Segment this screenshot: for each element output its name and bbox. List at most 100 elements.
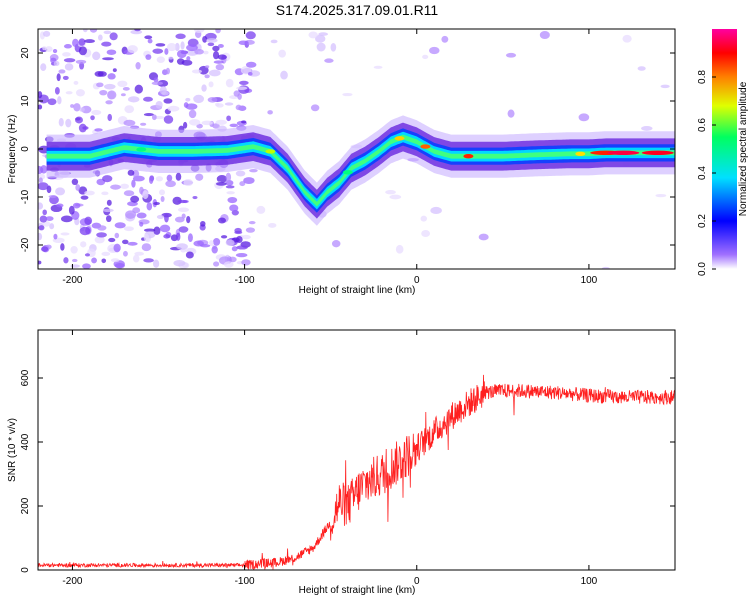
noise-speck [91, 257, 97, 264]
colorbar-tick-label-4: 0.8 [697, 70, 708, 84]
noise-speck [151, 114, 157, 121]
noise-speck [655, 193, 667, 198]
noise-speck [507, 109, 515, 118]
noise-speck [247, 72, 253, 76]
noise-speck [142, 190, 149, 200]
noise-speck [146, 202, 153, 211]
ridge-hotspot-2 [342, 170, 353, 175]
snr-ytick-label-2: 400 [20, 433, 31, 450]
noise-speck [79, 226, 91, 236]
noise-speck [38, 177, 43, 184]
noise-speck [106, 199, 112, 206]
noise-speck [181, 213, 186, 219]
noise-speck [238, 40, 249, 45]
noise-speck [225, 239, 235, 246]
noise-speck [193, 29, 205, 34]
noise-speck [143, 228, 156, 232]
noise-speck [139, 186, 144, 195]
ridge-layer-4 [46, 134, 675, 207]
noise-speck [56, 73, 61, 82]
noise-speck [172, 196, 182, 205]
ridge-hotspot-4 [420, 144, 431, 149]
noise-speck [165, 67, 170, 75]
noise-speck [58, 69, 66, 74]
noise-speck [53, 60, 60, 67]
noise-speck [114, 232, 120, 239]
noise-speck [226, 191, 235, 195]
noise-speck [278, 49, 286, 58]
noise-speck [98, 34, 103, 41]
noise-speck [245, 227, 256, 233]
spectrogram-y-ticks: -20 -10 0 10 20 [20, 47, 675, 252]
noise-speck [161, 91, 169, 96]
colorbar-ticks: 0.0 0.2 0.4 0.6 0.8 [697, 70, 716, 276]
noise-speck [48, 194, 57, 199]
noise-speck [58, 118, 64, 127]
noise-speck [64, 63, 74, 71]
noise-speck [318, 32, 329, 36]
noise-speck [165, 180, 176, 188]
noise-speck [39, 215, 48, 223]
noise-speck [235, 235, 243, 243]
spectrogram-ytick-label-0: -20 [20, 237, 31, 252]
noise-speck [421, 229, 431, 238]
noise-speck [215, 63, 225, 71]
noise-speck [92, 51, 101, 61]
noise-speck [167, 105, 180, 112]
noise-speck [239, 80, 249, 85]
noise-speck [202, 35, 208, 43]
noise-speck [225, 180, 234, 186]
noise-speck [156, 214, 165, 220]
noise-speck [211, 245, 218, 254]
noise-speck [40, 63, 47, 71]
noise-speck [113, 243, 121, 253]
noise-speck [75, 184, 81, 191]
noise-speck [78, 38, 86, 46]
noise-speck [106, 49, 117, 55]
noise-speck [429, 46, 440, 55]
noise-speck [228, 256, 237, 263]
spectrogram-xtick-label-1: -100 [235, 275, 255, 286]
noise-speck [131, 179, 136, 188]
noise-speck [187, 233, 193, 242]
spectrogram-xtick-label-3: 100 [581, 275, 598, 286]
noise-speck [63, 44, 72, 49]
noise-speck [199, 244, 211, 248]
noise-speck [103, 30, 112, 35]
snr-x-ticks: -200 -100 0 100 [62, 330, 598, 587]
noise-speck [235, 104, 242, 111]
ridge-hotspot-1 [265, 149, 276, 154]
snr-ytick-label-1: 200 [20, 497, 31, 514]
noise-speck [193, 94, 205, 104]
noise-speck [42, 46, 47, 51]
noise-speck [71, 178, 79, 186]
noise-speck [123, 119, 136, 126]
colorbar-tick-label-3: 0.6 [697, 118, 708, 132]
noise-speck [125, 210, 137, 219]
noise-speck [215, 102, 220, 107]
noise-speck [207, 97, 218, 103]
noise-speck [130, 29, 143, 35]
noise-speck [40, 165, 48, 174]
noise-speck [84, 216, 93, 225]
noise-speck [75, 59, 87, 64]
noise-speck [143, 258, 154, 263]
noise-speck [224, 102, 234, 106]
noise-speck [195, 173, 204, 181]
noise-speck [420, 215, 428, 222]
noise-speck [70, 104, 75, 108]
spectrogram-ytick-label-1: -10 [20, 189, 31, 204]
noise-speck [80, 195, 89, 200]
noise-speck [124, 105, 135, 114]
colorbar-gradient [712, 29, 737, 269]
snr-xtick-label-3: 100 [581, 576, 598, 587]
snr-ytick-label-0: 0 [20, 567, 31, 573]
noise-speck [215, 182, 227, 186]
chart-title: S174.2025.317.09.01.R11 [276, 2, 439, 18]
noise-speck [120, 183, 129, 189]
noise-speck [132, 254, 140, 263]
noise-speck [233, 90, 240, 97]
noise-speck [168, 56, 174, 60]
noise-speck [601, 266, 610, 269]
